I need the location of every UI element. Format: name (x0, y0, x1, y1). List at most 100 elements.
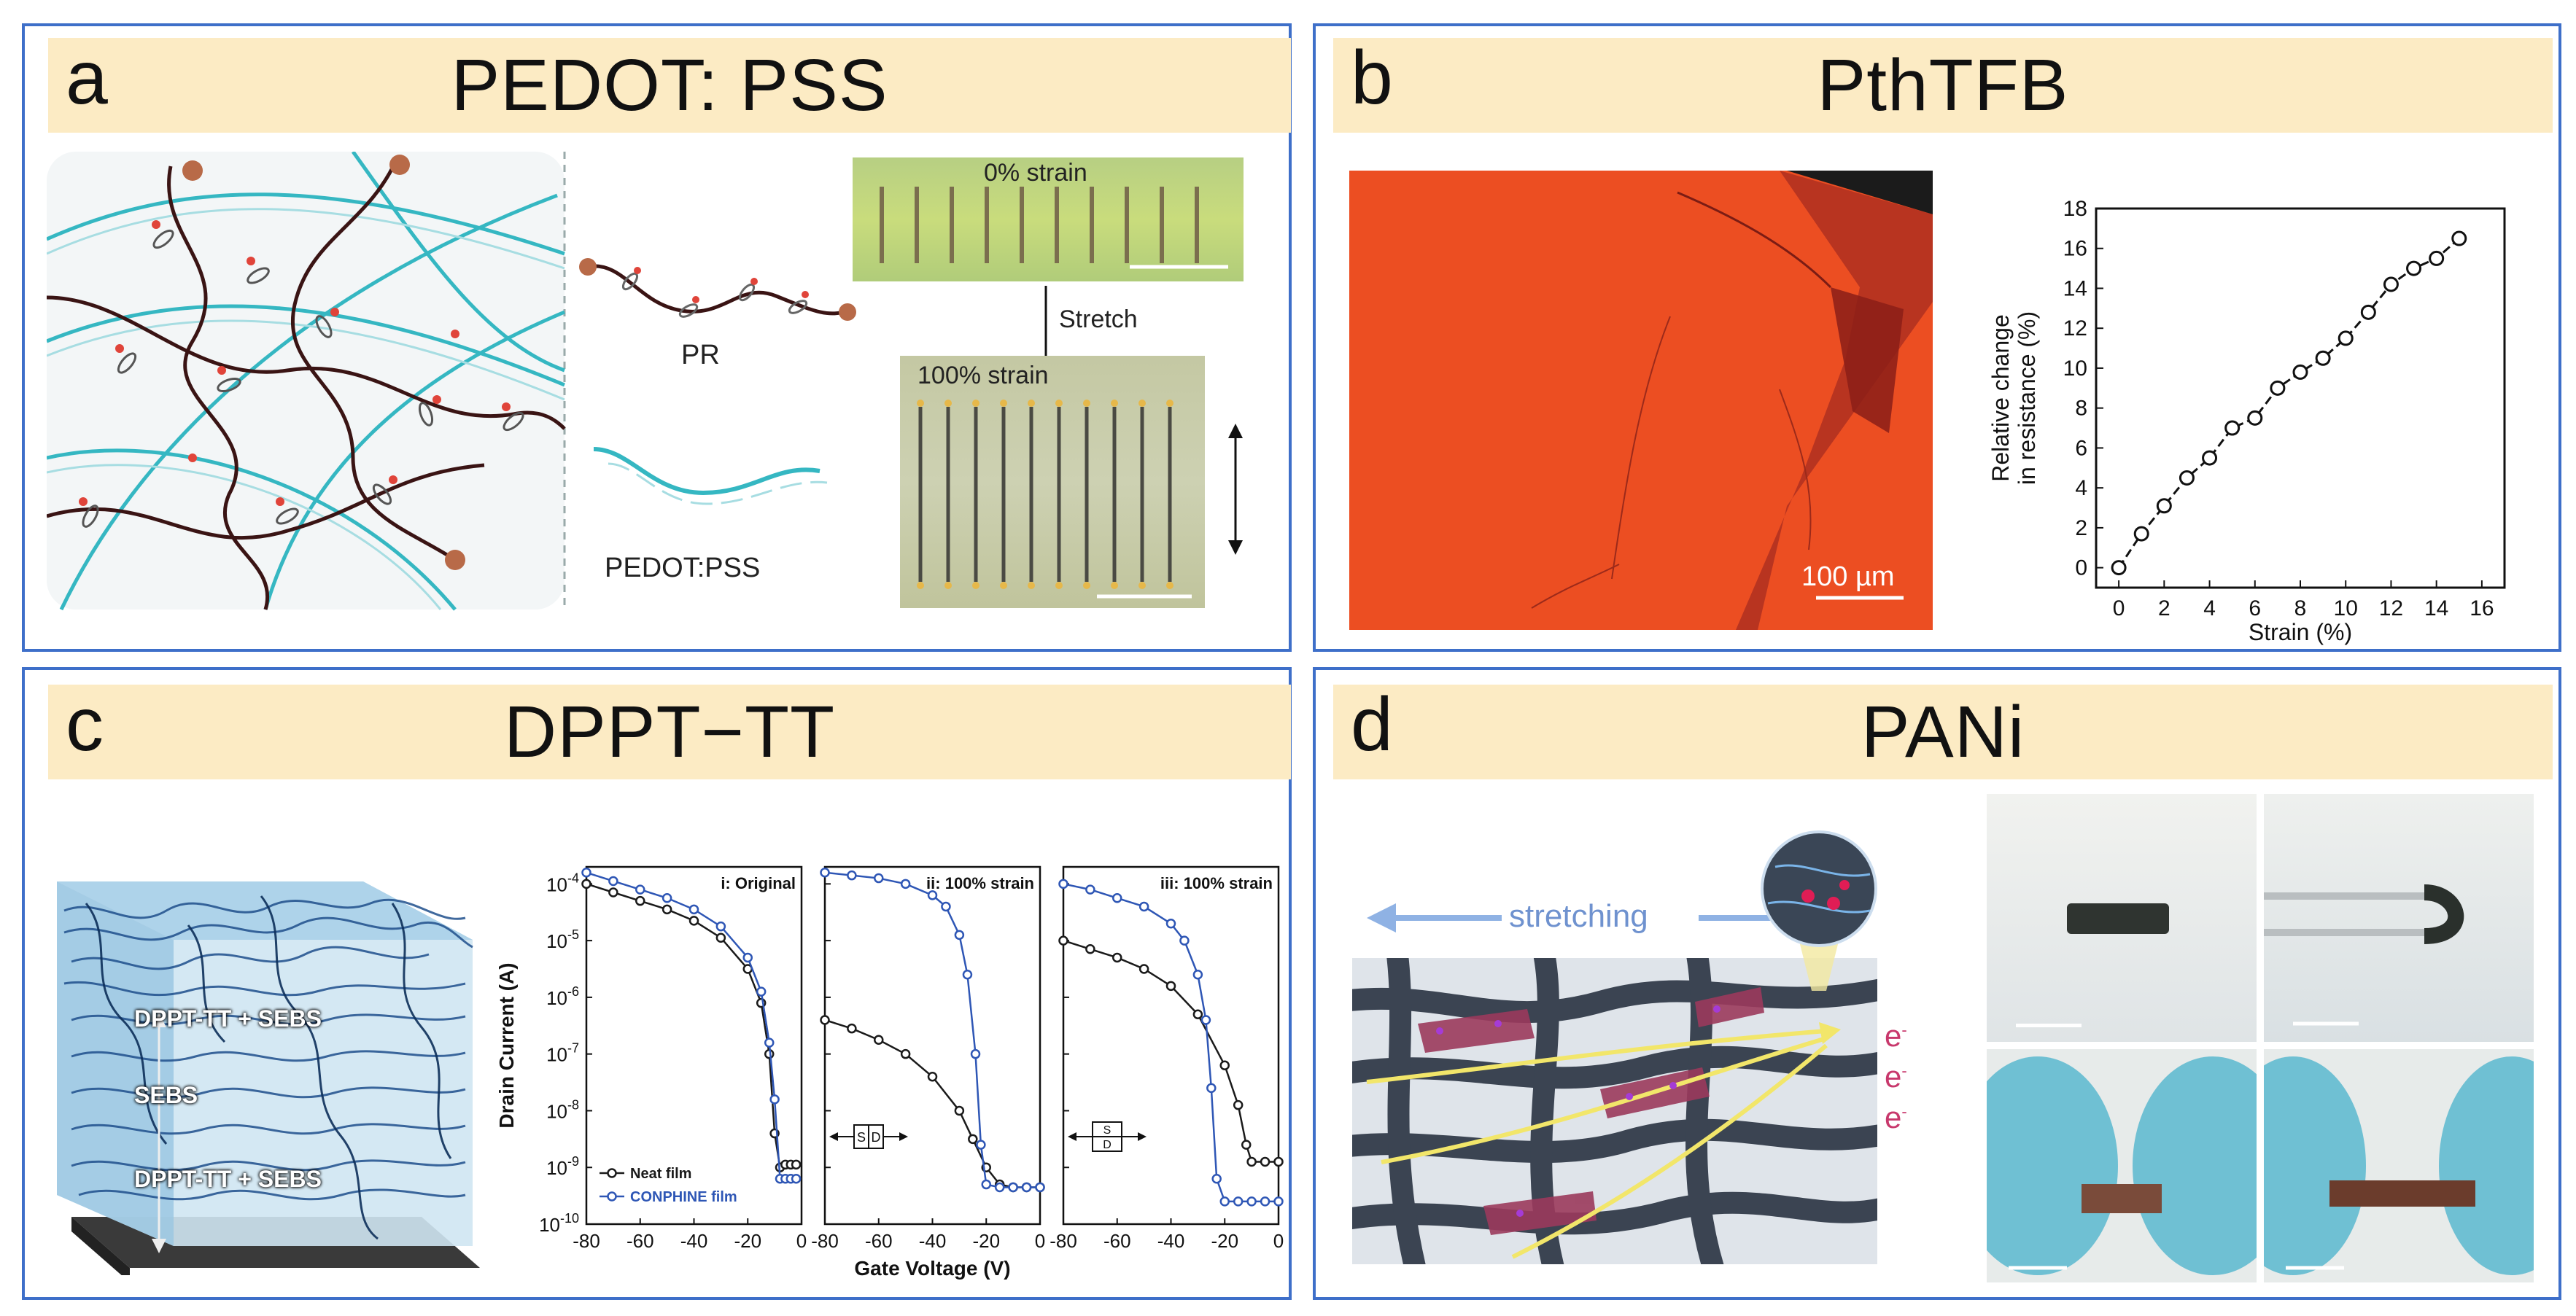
strain-100-micrograph: 100% strain (900, 356, 1205, 608)
legend-label: Neat film (630, 1166, 691, 1182)
data-point (635, 895, 645, 906)
data-point (968, 1134, 978, 1145)
y-tick-label: 10-10 (539, 1211, 579, 1236)
strain-0-micrograph: 0% strain (853, 157, 1244, 281)
y-tick-label: 10-7 (546, 1041, 579, 1066)
data-point (764, 1037, 775, 1048)
panel-b-header: b PthTFB (1333, 36, 2553, 133)
x-tick-label: -20 (972, 1230, 1000, 1252)
data-point (1138, 901, 1149, 912)
y-tick-label: 10-6 (546, 984, 579, 1009)
data-point (874, 873, 884, 884)
inset-arrowhead (1068, 1132, 1076, 1141)
data-point (1200, 1015, 1211, 1025)
strain-100-label: 100% strain (917, 362, 1049, 389)
y-axis-label: Drain Current (A) (495, 962, 518, 1128)
y-tick-label: 12 (2063, 316, 2087, 340)
data-point (1008, 1182, 1018, 1193)
panel-a-header: a PEDOT: PSS (48, 36, 1291, 133)
data-point (2360, 304, 2376, 320)
panel-letter: b (1351, 36, 1393, 120)
inset-drain-pad (868, 1124, 884, 1149)
data-point (1260, 1196, 1270, 1207)
data-point (715, 933, 726, 943)
stretching-label: stretching (1509, 898, 1648, 934)
data-point (1165, 919, 1176, 929)
data-point (581, 868, 591, 878)
y-tick-label: 16 (2063, 237, 2087, 261)
data-point (608, 876, 618, 887)
legend-marker (607, 1191, 617, 1202)
y-tick-label: 10-8 (546, 1097, 579, 1122)
data-point (847, 1023, 857, 1034)
data-point (791, 1174, 802, 1184)
data-point (1241, 1140, 1252, 1150)
data-point (1058, 935, 1068, 946)
subplot-title: iii: 100% strain (1160, 874, 1273, 892)
inset-label: S (857, 1130, 866, 1145)
data-point (2156, 498, 2172, 514)
data-point (688, 916, 699, 926)
panel-d: d PANi stretching (1313, 667, 2576, 1300)
data-point (900, 879, 911, 889)
data-point (976, 1140, 986, 1150)
series-line (1063, 883, 1279, 1203)
photo-pani-strip (1987, 794, 2257, 1042)
data-point (608, 887, 618, 898)
panel-b: b PthTFB 100 µm 0 2 4 6 8 10 12 14 16 0 2 4 6 8 10 12 14… (1313, 23, 2561, 652)
x-tick-label: -80 (573, 1230, 600, 1252)
y-tick-label: 8 (2075, 397, 2087, 421)
electron-label: e- (1885, 1100, 1907, 1134)
data-point (1112, 893, 1122, 903)
data-point (2292, 364, 2308, 380)
pr-molecule-icon (579, 258, 856, 321)
data-point (581, 879, 591, 889)
x-tick-label: 2 (2158, 596, 2170, 620)
data-point (791, 1159, 802, 1170)
x-axis-label: Strain (%) (2249, 619, 2352, 645)
y-tick-label: 10-4 (546, 871, 579, 895)
data-point (1246, 1156, 1257, 1167)
data-point (1192, 970, 1203, 980)
x-tick-label: 16 (2470, 596, 2494, 620)
panel-d-header: d PANi (1333, 682, 2553, 779)
data-point (981, 1179, 991, 1190)
x-tick-label: -60 (865, 1230, 893, 1252)
data-point (954, 930, 965, 941)
x-tick-label: -80 (1050, 1230, 1077, 1252)
y-tick-label: 10-5 (546, 927, 579, 952)
inset-drain-pad (1092, 1136, 1122, 1152)
x-tick-label: -20 (1211, 1230, 1238, 1252)
x-tick-label: 0 (2113, 596, 2125, 620)
data-point (2202, 450, 2218, 466)
y-tick-label: 2 (2075, 516, 2087, 540)
x-axis-label: Gate Voltage (V) (854, 1257, 1010, 1280)
electron-symbols: e- e- e- (1885, 1013, 1907, 1135)
data-point (820, 868, 830, 878)
panel-letter: a (66, 36, 108, 120)
data-point (1233, 1099, 1244, 1110)
data-point (2111, 560, 2127, 576)
data-point (1058, 879, 1068, 889)
data-point (769, 1094, 780, 1105)
x-tick-label: 0 (796, 1230, 807, 1252)
data-point (1138, 964, 1149, 974)
inset-label: D (872, 1130, 881, 1145)
cube-layer-bottom-label: DPPT-TT + SEBS (134, 1166, 322, 1192)
panel-title: PthTFB (1817, 44, 2069, 126)
data-point (954, 1105, 965, 1116)
double-arrow-icon (1228, 424, 1243, 555)
data-point (1085, 884, 1095, 895)
pedot-pss-strand-icon (593, 447, 828, 505)
data-point (715, 921, 726, 932)
data-point (662, 904, 672, 915)
photo-pani-gloves-stretched (2220, 1049, 2576, 1282)
data-point (2338, 330, 2354, 346)
data-point (756, 986, 767, 997)
y-tick-label: 4 (2075, 476, 2087, 500)
y-tick-label: 0 (2075, 556, 2087, 580)
data-point (994, 1182, 1005, 1193)
series-line (586, 883, 796, 1169)
data-point (1246, 1196, 1257, 1207)
data-point (1085, 944, 1095, 954)
